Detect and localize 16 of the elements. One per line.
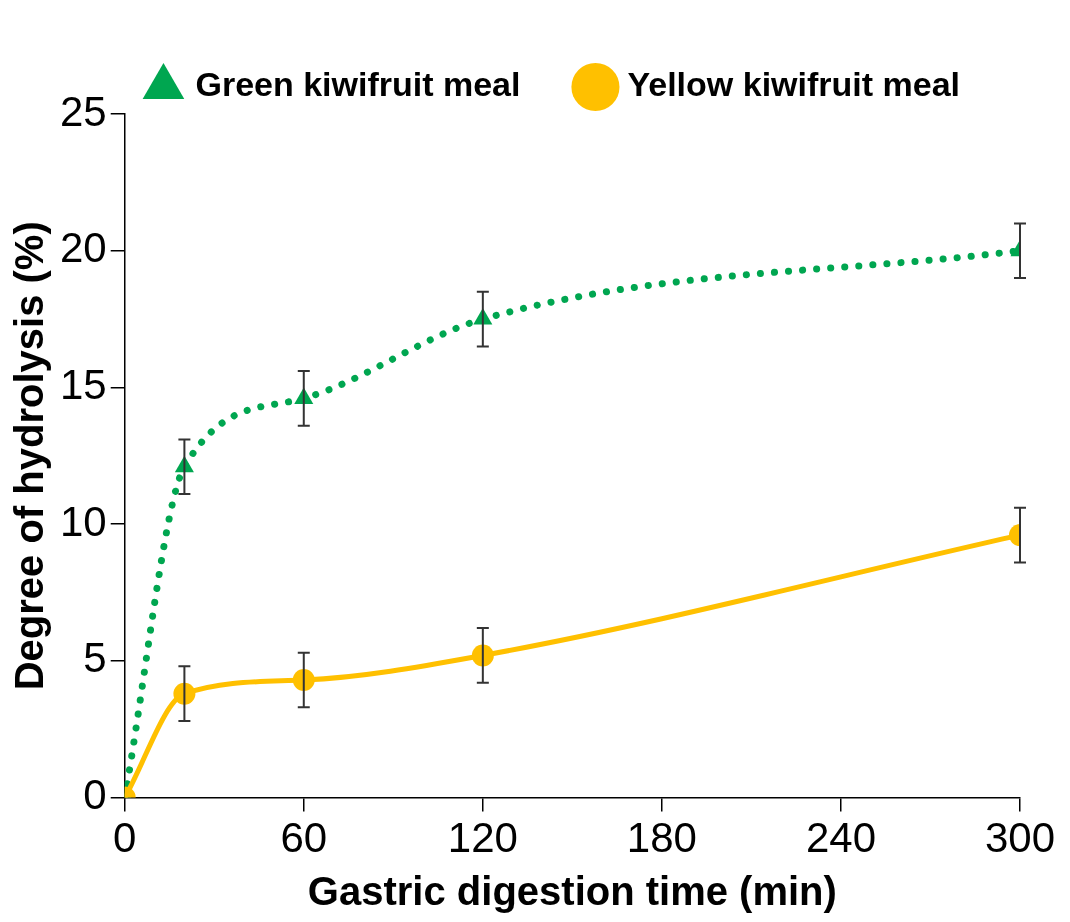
x-tick-label: 240	[805, 814, 876, 862]
y-tick-label: 10	[60, 497, 107, 545]
x-axis-title: Gastric digestion time (min)	[307, 869, 837, 914]
y-tick-label: 5	[83, 634, 107, 682]
x-tick-label: 0	[113, 814, 137, 862]
legend-label: Yellow kiwifruit meal	[627, 65, 960, 104]
x-tick-label: 300	[984, 814, 1056, 862]
y-tick-label: 15	[60, 361, 107, 409]
y-tick-label: 0	[83, 771, 107, 819]
legend-label: Green kiwifruit meal	[195, 65, 521, 104]
y-tick-label: 20	[60, 224, 107, 272]
x-tick-label: 120	[447, 814, 518, 862]
y-tick-label: 25	[60, 87, 107, 135]
x-tick-label: 180	[626, 814, 697, 862]
y-axis-title: Degree of hydrolysis (%)	[7, 221, 52, 691]
x-tick-label: 60	[280, 814, 328, 862]
